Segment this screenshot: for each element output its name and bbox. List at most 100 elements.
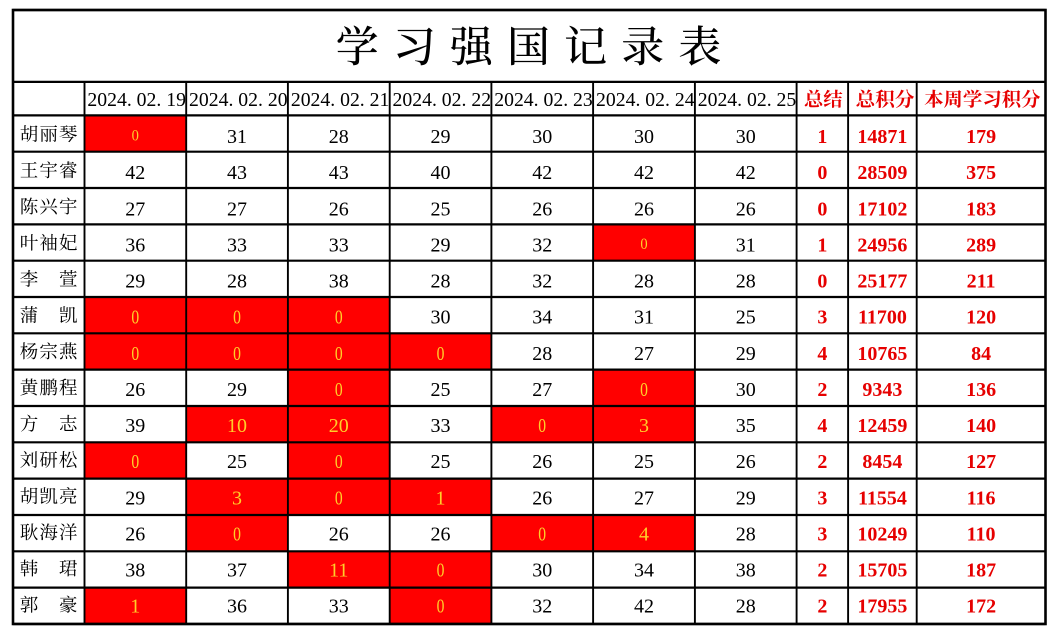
svg-text:25: 25 <box>227 451 247 473</box>
svg-text:30: 30 <box>532 126 552 148</box>
svg-text:26: 26 <box>532 198 552 220</box>
svg-text:136: 136 <box>966 379 996 401</box>
svg-text:20: 20 <box>329 415 349 437</box>
svg-text:43: 43 <box>329 162 349 184</box>
svg-text:32: 32 <box>532 234 552 256</box>
svg-text:127: 127 <box>966 451 996 473</box>
svg-text:2024. 02. 24: 2024. 02. 24 <box>596 90 695 111</box>
svg-text:2024. 02. 21: 2024. 02. 21 <box>291 90 390 111</box>
svg-text:179: 179 <box>966 126 996 148</box>
svg-text:0: 0 <box>640 378 648 400</box>
svg-text:11: 11 <box>329 560 348 582</box>
svg-text:31: 31 <box>227 126 247 148</box>
svg-text:29: 29 <box>431 126 451 148</box>
svg-text:26: 26 <box>736 198 756 220</box>
svg-text:28: 28 <box>227 271 247 293</box>
svg-text:27: 27 <box>532 379 552 401</box>
svg-text:30: 30 <box>634 126 654 148</box>
svg-text:2: 2 <box>817 451 827 473</box>
svg-text:30: 30 <box>431 307 451 329</box>
svg-text:36: 36 <box>125 234 145 256</box>
svg-text:0: 0 <box>233 306 241 328</box>
svg-text:28: 28 <box>329 126 349 148</box>
svg-text:3: 3 <box>639 415 649 437</box>
svg-text:0: 0 <box>131 450 139 472</box>
svg-text:25: 25 <box>431 379 451 401</box>
svg-text:33: 33 <box>329 234 349 256</box>
svg-text:0: 0 <box>335 306 343 328</box>
svg-text:29: 29 <box>125 487 145 509</box>
svg-text:42: 42 <box>736 162 756 184</box>
svg-text:26: 26 <box>329 523 349 545</box>
svg-text:33: 33 <box>431 415 451 437</box>
svg-text:2024. 02. 19: 2024. 02. 19 <box>87 90 186 111</box>
svg-text:375: 375 <box>966 162 996 184</box>
svg-text:34: 34 <box>634 560 654 582</box>
svg-text:0: 0 <box>817 198 827 220</box>
svg-text:0: 0 <box>437 559 445 581</box>
svg-text:32: 32 <box>532 271 552 293</box>
svg-text:40: 40 <box>431 162 451 184</box>
svg-text:34: 34 <box>532 307 552 329</box>
svg-text:30: 30 <box>736 379 756 401</box>
svg-text:0: 0 <box>640 237 647 253</box>
svg-text:17102: 17102 <box>857 198 907 220</box>
svg-text:1: 1 <box>817 126 827 148</box>
svg-text:33: 33 <box>329 596 349 618</box>
svg-text:11700: 11700 <box>858 307 907 329</box>
svg-text:26: 26 <box>634 198 654 220</box>
svg-text:2024. 02. 20: 2024. 02. 20 <box>189 90 288 111</box>
svg-text:38: 38 <box>736 560 756 582</box>
svg-text:28: 28 <box>431 271 451 293</box>
svg-text:28: 28 <box>736 596 756 618</box>
svg-text:140: 140 <box>966 415 996 437</box>
svg-text:17955: 17955 <box>857 596 907 618</box>
svg-text:0: 0 <box>335 486 343 508</box>
svg-text:30: 30 <box>736 126 756 148</box>
svg-text:8454: 8454 <box>862 451 902 473</box>
svg-text:3: 3 <box>817 307 827 329</box>
svg-text:1: 1 <box>130 596 140 618</box>
svg-text:27: 27 <box>634 343 654 365</box>
svg-text:27: 27 <box>227 198 247 220</box>
svg-text:0: 0 <box>817 271 827 293</box>
svg-text:28: 28 <box>532 343 552 365</box>
svg-text:12459: 12459 <box>857 415 907 437</box>
svg-text:26: 26 <box>736 451 756 473</box>
svg-text:29: 29 <box>736 487 756 509</box>
svg-text:2: 2 <box>817 379 827 401</box>
svg-text:30: 30 <box>532 560 552 582</box>
svg-text:3: 3 <box>232 487 242 509</box>
svg-text:0: 0 <box>538 414 546 436</box>
svg-text:0: 0 <box>817 162 827 184</box>
svg-text:26: 26 <box>532 451 552 473</box>
svg-text:2024. 02. 22: 2024. 02. 22 <box>393 90 492 111</box>
svg-text:36: 36 <box>227 596 247 618</box>
svg-text:3: 3 <box>817 487 827 509</box>
svg-text:38: 38 <box>329 271 349 293</box>
svg-text:10765: 10765 <box>857 343 907 365</box>
svg-text:15705: 15705 <box>857 560 907 582</box>
svg-text:2024. 02. 23: 2024. 02. 23 <box>494 90 593 111</box>
svg-text:1: 1 <box>817 234 827 256</box>
svg-text:0: 0 <box>538 523 546 545</box>
svg-text:0: 0 <box>131 306 139 328</box>
svg-text:11554: 11554 <box>858 487 907 509</box>
svg-text:4: 4 <box>817 343 827 365</box>
svg-text:0: 0 <box>437 342 445 364</box>
svg-text:42: 42 <box>532 162 552 184</box>
svg-text:10: 10 <box>227 415 247 437</box>
svg-text:120: 120 <box>966 307 996 329</box>
svg-text:0: 0 <box>437 595 445 617</box>
svg-text:2024. 02. 25: 2024. 02. 25 <box>698 90 797 111</box>
svg-text:0: 0 <box>132 128 139 144</box>
svg-text:0: 0 <box>233 342 241 364</box>
svg-text:9343: 9343 <box>862 379 902 401</box>
svg-text:10249: 10249 <box>857 523 907 545</box>
svg-text:4: 4 <box>639 523 649 545</box>
svg-text:31: 31 <box>736 234 756 256</box>
svg-text:0: 0 <box>335 342 343 364</box>
svg-text:42: 42 <box>634 162 654 184</box>
svg-text:29: 29 <box>431 234 451 256</box>
svg-text:26: 26 <box>125 523 145 545</box>
